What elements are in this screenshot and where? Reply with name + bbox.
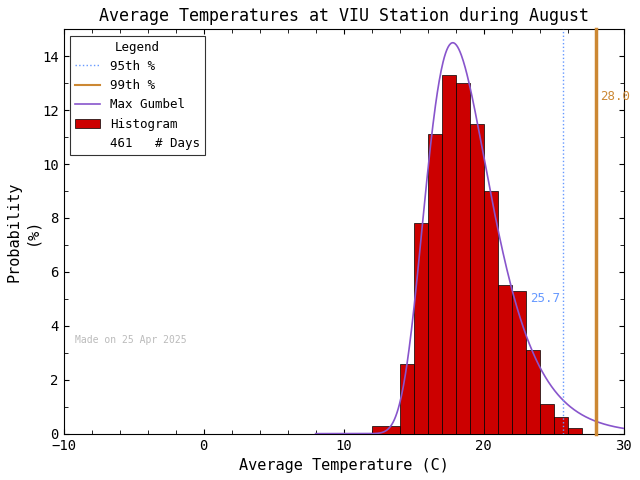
Bar — [470, 124, 484, 433]
Bar — [497, 286, 511, 433]
Bar — [511, 291, 525, 433]
Legend: 95th %, 99th %, Max Gumbel, Histogram, 461   # Days: 95th %, 99th %, Max Gumbel, Histogram, 4… — [70, 36, 205, 155]
Bar — [554, 418, 568, 433]
Title: Average Temperatures at VIU Station during August: Average Temperatures at VIU Station duri… — [99, 7, 589, 25]
Bar — [372, 426, 399, 433]
Bar — [413, 223, 428, 433]
Bar — [399, 363, 413, 433]
Text: 25.7: 25.7 — [531, 292, 561, 305]
Bar — [456, 83, 470, 433]
Bar — [525, 350, 540, 433]
Bar — [540, 404, 554, 433]
Bar — [568, 428, 582, 433]
Bar — [442, 75, 456, 433]
Bar — [484, 191, 497, 433]
Text: Made on 25 Apr 2025: Made on 25 Apr 2025 — [75, 335, 186, 345]
X-axis label: Average Temperature (C): Average Temperature (C) — [239, 458, 449, 473]
Text: 28.0: 28.0 — [600, 90, 630, 103]
Y-axis label: Probability
(%): Probability (%) — [7, 181, 39, 282]
Bar — [428, 134, 442, 433]
